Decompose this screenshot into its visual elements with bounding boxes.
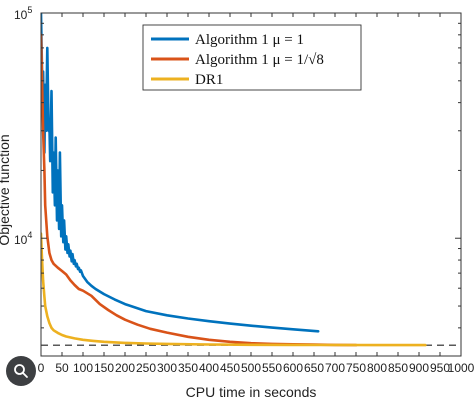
y-axis-title: Objective function [0, 134, 12, 245]
x-tick-label: 400 [199, 361, 219, 375]
series-line-3 [41, 232, 427, 347]
x-tick-label: 200 [115, 361, 135, 375]
y-tick-label: 105 [14, 5, 32, 22]
x-tick-label: 650 [304, 361, 324, 375]
x-tick-label: 500 [241, 361, 261, 375]
search-icon [14, 364, 28, 378]
x-tick-label: 750 [346, 361, 366, 375]
x-axis: 0 50 100 150 200 250 300 350 400 450 500 550 600 650 7… [38, 13, 474, 375]
x-tick-label: 900 [409, 361, 429, 375]
y-axis: 104 105 [14, 5, 461, 357]
legend-label-3: DR1 [195, 72, 223, 88]
x-tick-label: 850 [388, 361, 408, 375]
x-tick-label: 450 [220, 361, 240, 375]
x-tick-label: 600 [283, 361, 303, 375]
visual-search-button[interactable] [6, 356, 36, 386]
y-tick-label: 104 [14, 230, 32, 247]
legend: Algorithm 1 μ = 1 Algorithm 1 μ = 1/√8 DR1 [142, 24, 362, 91]
x-tick-label: 300 [157, 361, 177, 375]
x-axis-title: CPU time in seconds [186, 384, 317, 400]
x-tick-label: 550 [262, 361, 282, 375]
legend-label-1: Algorithm 1 μ = 1 [195, 32, 304, 48]
x-tick-label: 0 [38, 361, 45, 375]
x-tick-label: 950 [430, 361, 450, 375]
x-tick-label: 800 [367, 361, 387, 375]
x-tick-label: 50 [55, 361, 69, 375]
x-tick-label: 150 [94, 361, 114, 375]
x-tick-label: 350 [178, 361, 198, 375]
series-line-2 [41, 33, 358, 347]
legend-label-2: Algorithm 1 μ = 1/√8 [195, 52, 324, 68]
x-tick-label: 1000 [448, 361, 474, 375]
x-tick-label: 100 [73, 361, 93, 375]
series-line-1 [41, 13, 320, 333]
x-tick-label: 700 [325, 361, 345, 375]
x-tick-label: 250 [136, 361, 156, 375]
